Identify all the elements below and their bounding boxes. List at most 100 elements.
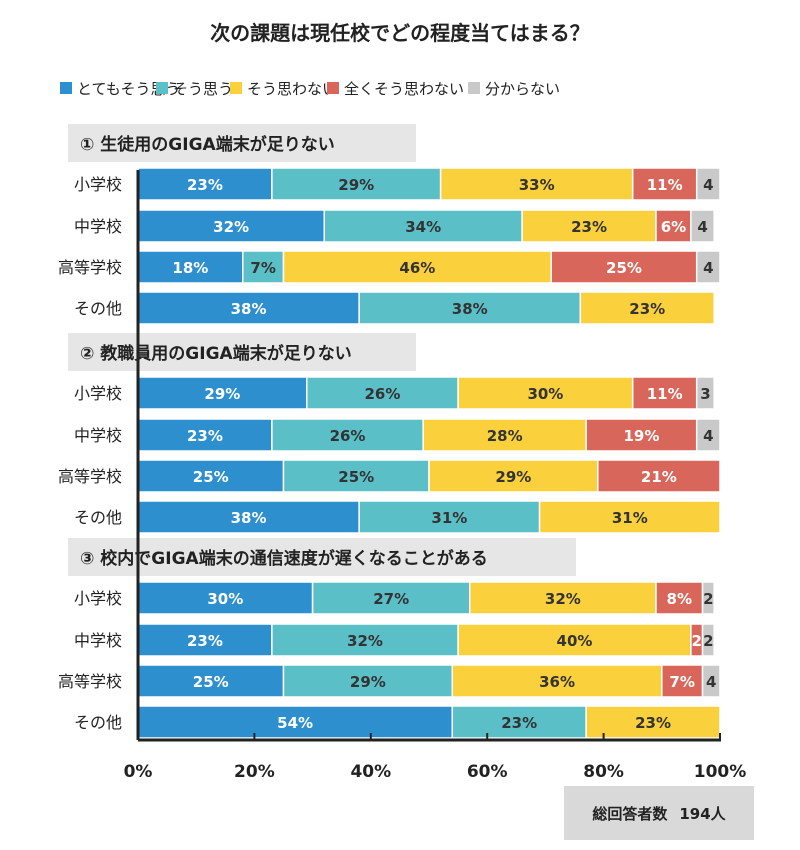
bar-segment <box>550 250 698 284</box>
data-label: 11% <box>647 385 683 403</box>
data-label: 4 <box>703 259 713 277</box>
data-label: 2 <box>703 632 713 650</box>
bar-segment <box>457 376 634 410</box>
data-label: 25% <box>193 673 229 691</box>
legend-swatch <box>230 82 242 94</box>
legend-swatch <box>327 82 339 94</box>
data-label: 4 <box>703 427 713 445</box>
bar-segment <box>579 291 715 325</box>
bar-segment <box>137 664 285 698</box>
bar-segment <box>695 418 721 452</box>
data-label: 33% <box>519 176 555 194</box>
legend-label: 全くそう思わない <box>344 80 464 98</box>
data-label: 32% <box>347 632 383 650</box>
data-label: 19% <box>623 427 659 445</box>
data-label: 23% <box>571 218 607 236</box>
bar-segment <box>242 250 285 284</box>
data-label: 34% <box>405 218 441 236</box>
data-label: 28% <box>487 427 523 445</box>
bar-segment <box>282 459 430 493</box>
bar-segment <box>538 500 721 534</box>
legend-label: そう思わない <box>247 80 337 98</box>
legend-label: そう思う <box>173 80 233 98</box>
data-label: 38% <box>231 509 267 527</box>
bar-segment <box>457 623 692 657</box>
x-tick-label: 40% <box>350 762 391 782</box>
data-label: 7% <box>250 259 275 277</box>
category-label: その他 <box>74 299 122 318</box>
data-label: 2 <box>692 632 702 650</box>
category-label: 中学校 <box>74 631 122 650</box>
data-label: 26% <box>364 385 400 403</box>
data-label: 25% <box>606 259 642 277</box>
legend-swatch <box>468 82 480 94</box>
respondents-box: 総回答者数 194人 <box>564 786 754 840</box>
data-label: 3 <box>700 385 710 403</box>
bar-segment <box>701 623 715 657</box>
bar-segment <box>137 376 308 410</box>
bar-segment <box>597 459 721 493</box>
data-label: 25% <box>338 468 374 486</box>
bar-segment <box>422 418 587 452</box>
category-label: 中学校 <box>74 426 122 445</box>
bar-segment <box>358 291 582 325</box>
data-label: 4 <box>697 218 707 236</box>
category-label: 小学校 <box>74 384 122 403</box>
bar-segment <box>468 581 657 615</box>
bar-segment <box>137 459 285 493</box>
data-label: 29% <box>204 385 240 403</box>
data-label: 4 <box>703 176 713 194</box>
data-label: 36% <box>539 673 575 691</box>
bar-segment <box>137 581 314 615</box>
respondents-label: 総回答者数 <box>592 804 668 823</box>
data-label: 11% <box>647 176 683 194</box>
x-tick-label: 60% <box>467 762 508 782</box>
data-label: 46% <box>399 259 435 277</box>
section-header <box>68 124 416 162</box>
bar-segment <box>271 418 424 452</box>
x-tick-label: 80% <box>583 762 624 782</box>
category-label: 高等学校 <box>58 467 122 486</box>
data-label: 8% <box>667 590 692 608</box>
data-label: 38% <box>231 300 267 318</box>
section-title: ③ 校内でGIGA端末の通信速度が遅くなることがある <box>80 548 488 569</box>
category-label: 高等学校 <box>58 672 122 691</box>
legend-swatch <box>60 82 72 94</box>
data-label: 26% <box>330 427 366 445</box>
bar-segment <box>271 623 459 657</box>
data-label: 23% <box>187 176 223 194</box>
category-label: その他 <box>74 508 122 527</box>
bar-segment <box>311 581 471 615</box>
bar-segment <box>306 376 459 410</box>
bar-segment <box>137 167 273 201</box>
data-label: 32% <box>545 590 581 608</box>
data-label: 6% <box>661 218 686 236</box>
data-label: 23% <box>501 714 537 732</box>
bar-segment <box>137 209 325 243</box>
legend-label: とてもそう思う <box>77 80 181 98</box>
data-label: 18% <box>172 259 208 277</box>
data-label: 23% <box>187 427 223 445</box>
data-label: 38% <box>452 300 488 318</box>
data-label: 31% <box>612 509 648 527</box>
data-label: 29% <box>350 673 386 691</box>
data-label: 23% <box>635 714 671 732</box>
x-tick-label: 100% <box>694 762 747 782</box>
legend-label: 分からない <box>485 80 560 98</box>
category-label: 高等学校 <box>58 258 122 277</box>
section-title: ② 教職員用のGIGA端末が足りない <box>80 343 352 364</box>
respondents-value: 194人 <box>679 804 726 823</box>
data-label: 23% <box>629 300 665 318</box>
data-label: 31% <box>431 509 467 527</box>
data-label: 7% <box>669 673 694 691</box>
data-label: 40% <box>557 632 593 650</box>
bar-segment <box>655 209 692 243</box>
bar-segment <box>690 209 715 243</box>
x-tick-label: 20% <box>234 762 275 782</box>
bar-segment <box>521 209 657 243</box>
data-label: 29% <box>495 468 531 486</box>
legend-swatch <box>156 82 168 94</box>
bar-segment <box>661 664 704 698</box>
bar-segment <box>358 500 541 534</box>
